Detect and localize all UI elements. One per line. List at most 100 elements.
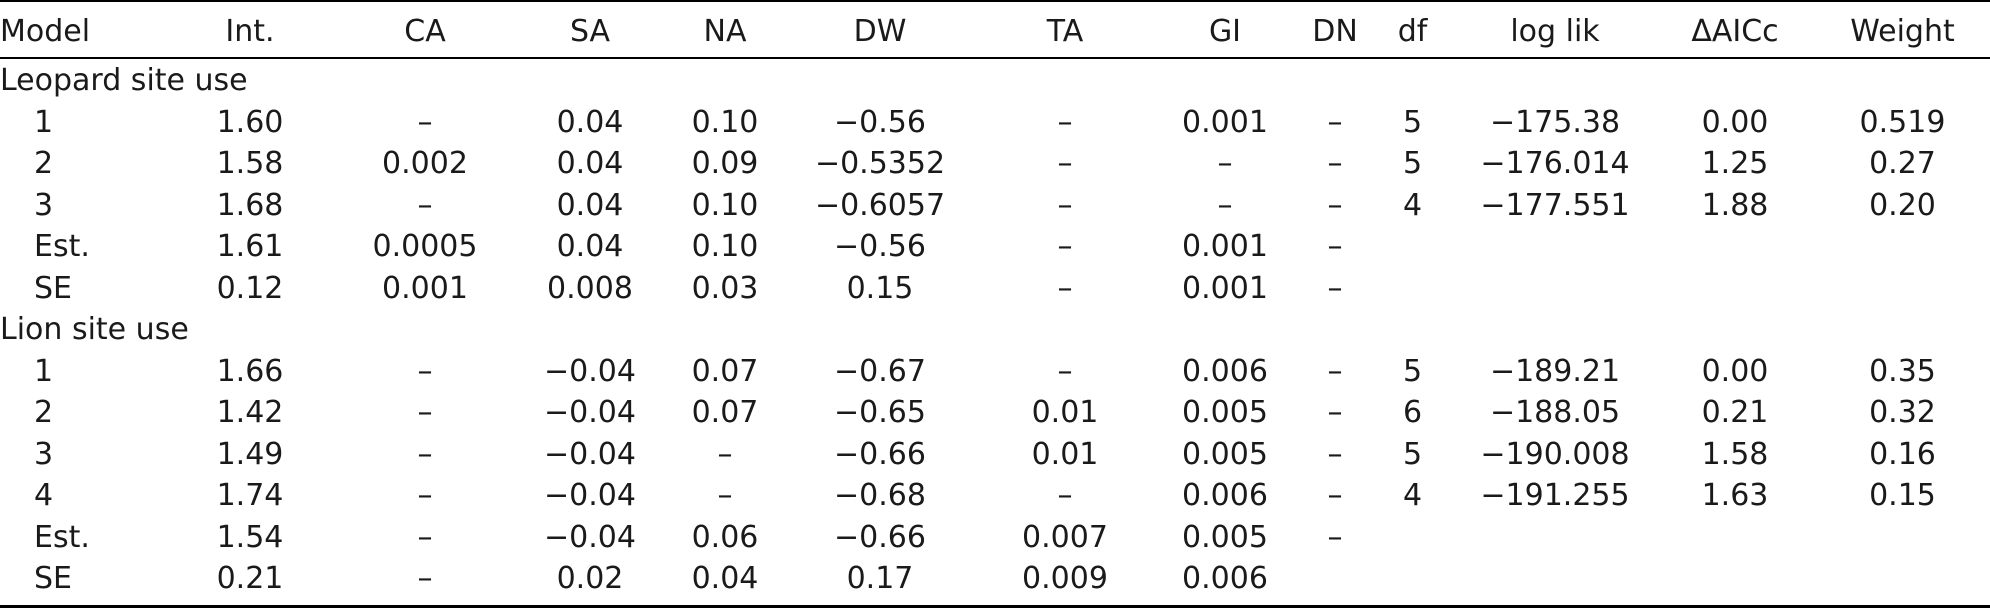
cell-delta-aicc	[1655, 517, 1815, 559]
cell-ta: –	[1057, 478, 1073, 514]
table-row: 4 1.74 – −0.04 – −0.68 – 0.006 – 4 −191.255 1.63 0.1…	[0, 475, 1990, 517]
cell-dw: 0.15	[846, 270, 914, 306]
cell-weight	[1815, 558, 1990, 600]
cell-loglik	[1455, 558, 1655, 600]
cell-loglik: −175.38	[1489, 104, 1621, 140]
section-title: Leopard site use	[0, 63, 248, 99]
top-rule	[0, 0, 1990, 2]
col-header-df: df	[1397, 14, 1428, 49]
cell-int: 1.49	[216, 436, 284, 472]
cell-df: 4	[1402, 187, 1423, 223]
cell-dw: −0.65	[834, 395, 926, 431]
cell-int: 1.60	[216, 104, 284, 140]
cell-df: 5	[1402, 104, 1423, 140]
col-header-model: Model	[0, 14, 91, 49]
cell-loglik	[1455, 517, 1655, 559]
cell-sa: −0.04	[544, 436, 636, 472]
cell-na: 0.04	[691, 561, 759, 597]
cell-loglik: −188.05	[1489, 395, 1621, 431]
cell-df	[1370, 558, 1455, 600]
cell-int: 1.42	[216, 395, 284, 431]
cell-gi: 0.006	[1182, 478, 1268, 514]
cell-int: 1.58	[216, 146, 284, 182]
cell-gi: 0.006	[1182, 561, 1268, 597]
cell-sa: 0.02	[556, 561, 624, 597]
cell-weight: 0.20	[1869, 187, 1936, 223]
cell-dw: 0.17	[846, 561, 914, 597]
cell-weight	[1815, 517, 1990, 559]
cell-na: 0.06	[691, 519, 759, 555]
cell-df: 5	[1402, 436, 1423, 472]
cell-ta: –	[1057, 229, 1073, 265]
cell-ca: –	[417, 561, 433, 597]
cell-na: 0.07	[691, 353, 759, 389]
cell-dn: –	[1327, 353, 1343, 389]
cell-dw: −0.66	[834, 519, 926, 555]
cell-df: 5	[1402, 146, 1423, 182]
cell-gi: 0.001	[1182, 270, 1268, 306]
cell-loglik: −191.255	[1480, 478, 1630, 514]
cell-sa: −0.04	[544, 478, 636, 514]
cell-delta-aicc: 0.00	[1701, 104, 1769, 140]
cell-ta: –	[1057, 270, 1073, 306]
cell-dw: −0.67	[834, 353, 926, 389]
cell-dw: −0.68	[834, 478, 926, 514]
cell-ca: –	[417, 519, 433, 555]
col-header-weight: Weight	[1850, 14, 1955, 49]
cell-loglik: −190.008	[1480, 436, 1630, 472]
cell-df: 5	[1402, 353, 1423, 389]
cell-model: SE	[34, 561, 72, 597]
cell-ca: –	[417, 478, 433, 514]
cell-na: 0.09	[691, 146, 759, 182]
cell-dn: –	[1327, 395, 1343, 431]
cell-gi: 0.001	[1182, 229, 1268, 265]
cell-gi: –	[1217, 187, 1233, 223]
cell-ta: 0.009	[1022, 561, 1108, 597]
cell-model: Est.	[34, 229, 90, 265]
cell-sa: 0.008	[547, 270, 633, 306]
cell-weight	[1815, 226, 1990, 268]
cell-dw: −0.56	[834, 229, 926, 265]
cell-df	[1370, 517, 1455, 559]
cell-sa: 0.04	[556, 187, 624, 223]
cell-delta-aicc	[1655, 268, 1815, 310]
col-header-na: NA	[703, 14, 747, 49]
cell-ca: 0.002	[382, 146, 468, 182]
cell-loglik: −176.014	[1480, 146, 1630, 182]
section-title: Lion site use	[0, 312, 189, 348]
cell-weight	[1815, 268, 1990, 310]
cell-df	[1370, 226, 1455, 268]
cell-loglik	[1455, 226, 1655, 268]
cell-model: 2	[34, 146, 54, 182]
cell-model: 4	[34, 478, 54, 514]
cell-dw: −0.6057	[814, 187, 946, 223]
cell-ta: 0.01	[1031, 395, 1099, 431]
cell-delta-aicc: 1.63	[1701, 478, 1769, 514]
cell-weight: 0.27	[1869, 146, 1936, 182]
cell-weight: 0.32	[1869, 395, 1936, 431]
table-row: 1 1.66 – −0.04 0.07 −0.67 – 0.006 – 5 −189.21 0.00 0…	[0, 351, 1990, 393]
cell-sa: 0.04	[556, 104, 624, 140]
cell-delta-aicc: 1.25	[1701, 146, 1769, 182]
cell-dn: –	[1327, 146, 1343, 182]
table-row: Est. 1.54 – −0.04 0.06 −0.66 0.007 0.005 –	[0, 517, 1990, 559]
cell-dn: –	[1327, 436, 1343, 472]
col-header-ca: CA	[404, 14, 446, 49]
cell-model: SE	[34, 270, 72, 306]
cell-delta-aicc: 1.88	[1701, 187, 1769, 223]
cell-ca: –	[417, 353, 433, 389]
section-header-row: Leopard site use	[0, 60, 1990, 102]
cell-ca: –	[417, 395, 433, 431]
cell-gi: 0.005	[1182, 395, 1268, 431]
col-header-sa: SA	[569, 14, 611, 49]
section-header-row: Lion site use	[0, 309, 1990, 351]
cell-ca: –	[417, 187, 433, 223]
cell-int: 1.74	[216, 478, 284, 514]
cell-weight: 0.16	[1869, 436, 1936, 472]
model-selection-table: Model Int. CA SA NA DW TA GI DN df log l…	[0, 3, 1990, 600]
col-header-int: Int.	[225, 14, 275, 49]
cell-weight: 0.519	[1859, 104, 1946, 140]
cell-sa: −0.04	[544, 519, 636, 555]
cell-ta: –	[1057, 146, 1073, 182]
cell-dn: –	[1327, 229, 1343, 265]
